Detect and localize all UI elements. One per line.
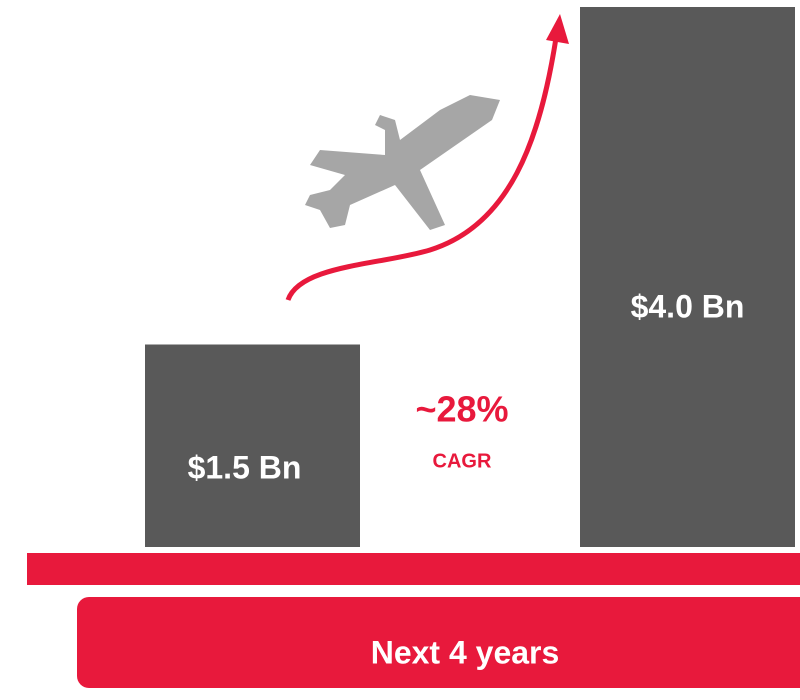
footer-box (77, 597, 800, 688)
bar (145, 344, 360, 547)
bar-value-label: $4.0 Bn (631, 288, 745, 324)
growth-arrow (285, 37, 559, 302)
bar-value-label: $1.5 Bn (188, 449, 302, 485)
plane-icon (305, 95, 500, 230)
bar (580, 7, 795, 547)
arrow-head (546, 14, 569, 44)
base-band (27, 553, 800, 585)
cagr-label: CAGR (433, 450, 492, 472)
cagr-value: ~28% (415, 389, 508, 430)
footer-label: Next 4 years (371, 634, 560, 670)
